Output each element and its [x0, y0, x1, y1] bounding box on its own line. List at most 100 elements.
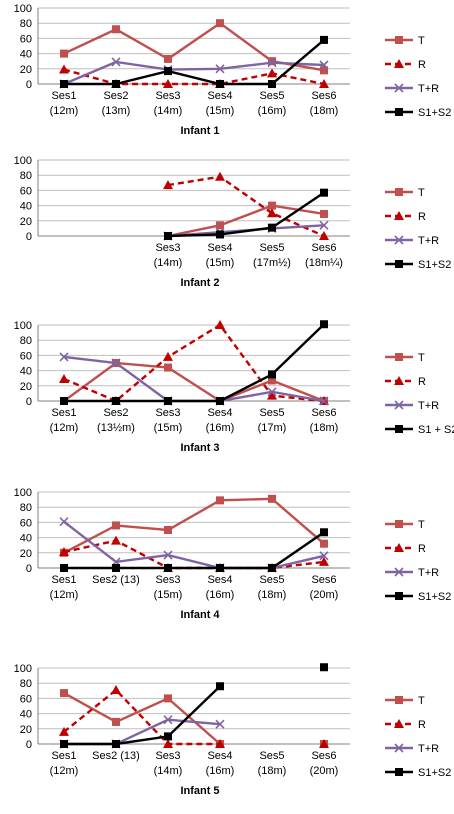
- data-point: [164, 564, 172, 572]
- legend-marker: [395, 696, 403, 704]
- legend-entry-s: S1+S2: [385, 767, 451, 779]
- data-point: [319, 396, 329, 406]
- data-point: [112, 740, 120, 748]
- y-tick-label: 80: [20, 502, 32, 514]
- series-s: [60, 320, 328, 405]
- legend-entry-s: S1+S2: [385, 107, 451, 119]
- data-point: [112, 717, 120, 726]
- y-tick-label: 60: [20, 350, 32, 362]
- series-line: [63, 497, 325, 554]
- data-point: [59, 517, 69, 527]
- series-s: [60, 663, 328, 748]
- x-tick-label: (18m): [310, 105, 339, 117]
- data-point: [320, 539, 328, 548]
- data-point: [164, 363, 172, 372]
- series-line: [167, 175, 325, 238]
- y-tick-label: 60: [20, 185, 32, 197]
- x-tick-label: (16m): [206, 765, 235, 777]
- legend-label: T: [418, 695, 425, 707]
- series-t: [60, 359, 328, 405]
- chart-title: Infant 2: [180, 277, 219, 289]
- legend-entry-tr: T+R: [385, 567, 439, 579]
- y-tick-label: 0: [26, 396, 32, 408]
- x-tick-label: (15m): [206, 257, 235, 269]
- legend-label: T+R: [418, 83, 439, 95]
- data-point: [216, 19, 224, 28]
- series-tr: [59, 517, 329, 573]
- x-tick-label: Ses5: [259, 90, 284, 102]
- legend-marker: [394, 211, 404, 220]
- x-tick-label: (14m): [154, 257, 183, 269]
- x-tick-label: Ses6: [311, 750, 336, 762]
- x-tick-label: (16m): [258, 105, 287, 117]
- data-point: [319, 79, 329, 88]
- data-point: [112, 25, 120, 34]
- series-r: [163, 171, 329, 240]
- series-line: [63, 361, 325, 403]
- chart-title: Infant 5: [180, 785, 219, 797]
- data-point: [164, 67, 172, 76]
- data-point: [60, 397, 68, 405]
- legend-marker: [394, 567, 404, 577]
- data-point: [268, 494, 276, 503]
- y-tick-label: 80: [20, 335, 32, 347]
- data-point: [268, 201, 276, 210]
- x-tick-label: (14m): [154, 105, 183, 117]
- series-line: [63, 68, 325, 86]
- legend-marker: [394, 376, 404, 385]
- legend-entry-r: R: [385, 211, 426, 223]
- data-point: [112, 397, 120, 405]
- x-tick-label: Ses5: [259, 407, 284, 419]
- y-tick-label: 20: [20, 381, 32, 393]
- series-line: [63, 323, 325, 403]
- data-point: [216, 397, 224, 405]
- legend-entry-t: T: [385, 35, 425, 47]
- y-tick-label: 40: [20, 49, 32, 61]
- legend-entry-t: T: [385, 352, 425, 364]
- legend-marker: [394, 59, 404, 68]
- y-tick-label: 0: [26, 563, 32, 575]
- data-point: [319, 60, 329, 70]
- x-tick-label: (17m): [258, 422, 287, 434]
- data-point: [267, 390, 277, 400]
- legend-label: S1+S2: [418, 591, 451, 603]
- data-point: [111, 685, 121, 695]
- y-tick-label: 20: [20, 724, 32, 736]
- legend-entry-r: R: [385, 59, 426, 71]
- chart-infant-4: 0 20 40 60 80 100 Ses1 (12m) Ses2 (13) Ses3 (15m) S…: [14, 487, 452, 621]
- legend-marker: [394, 400, 404, 410]
- y-tick-label: 0: [26, 739, 32, 751]
- x-tick-label: (14m): [154, 765, 183, 777]
- data-point: [59, 373, 69, 383]
- data-point: [319, 556, 329, 566]
- chart-title: Infant 4: [180, 609, 220, 621]
- x-tick-label: (12m): [50, 765, 79, 777]
- x-tick-label: (20m): [310, 589, 339, 601]
- chart-infant-5: 0 20 40 60 80 100 Ses1 (12m) Ses2 (13) Ses3 (14m) S…: [14, 663, 452, 797]
- data-point: [267, 68, 277, 78]
- data-point: [215, 739, 225, 748]
- data-point: [216, 564, 224, 572]
- series-line: [63, 520, 325, 570]
- legend-marker: [395, 353, 403, 361]
- data-point: [163, 715, 173, 725]
- y-tick-label: 40: [20, 533, 32, 545]
- x-tick-label: Ses1: [51, 750, 76, 762]
- y-tick-label: 20: [20, 548, 32, 560]
- x-tick-label: (12m): [50, 105, 79, 117]
- data-point: [267, 387, 277, 397]
- chart-infant-2: 0 20 40 60 80 100 Ses3 (14m) Ses4 (15m) Ses5 (17m½)…: [14, 155, 452, 289]
- data-point: [215, 719, 225, 729]
- data-point: [268, 564, 276, 572]
- legend-entry-t: T: [385, 519, 425, 531]
- legend-marker: [394, 743, 404, 753]
- data-point: [268, 376, 276, 385]
- x-tick-label: Ses5: [259, 574, 284, 586]
- x-tick-label: Ses5: [259, 750, 284, 762]
- legend-entry-r: R: [385, 719, 426, 731]
- x-tick-label: Ses5: [259, 242, 284, 254]
- data-point: [215, 171, 225, 181]
- series-t: [60, 19, 328, 75]
- x-tick-label: Ses2: [103, 407, 128, 419]
